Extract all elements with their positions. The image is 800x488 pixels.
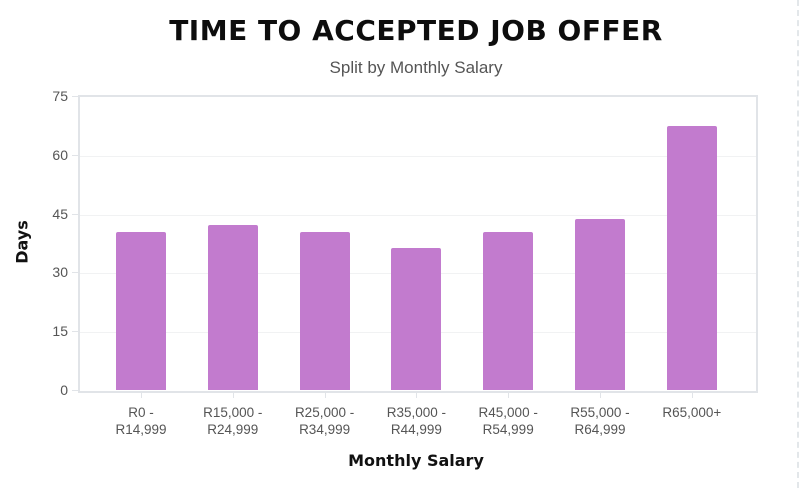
y-tick-label: 45: [52, 205, 68, 222]
y-tick-label: 0: [60, 382, 68, 398]
y-tick-label: 60: [52, 146, 68, 163]
page-border-dashed: [797, 0, 799, 488]
bar[interactable]: [299, 232, 350, 390]
bar[interactable]: [391, 247, 442, 390]
bar[interactable]: [207, 225, 258, 390]
x-tick-label: R0 - R14,999: [115, 405, 167, 437]
x-tick-mark: [324, 391, 326, 398]
y-tick-mark: [72, 96, 79, 97]
y-tick-label: 15: [52, 323, 68, 340]
y-tick-label: 30: [52, 264, 68, 281]
gridline: [80, 155, 756, 157]
bar[interactable]: [666, 126, 717, 390]
y-tick-mark: [72, 390, 79, 391]
x-tick-label: R25,000 - R34,999: [294, 405, 355, 437]
x-tick-mark: [232, 391, 234, 398]
y-tick-mark: [72, 213, 79, 215]
y-tick-mark: [72, 331, 79, 333]
chart-title: TIME TO ACCEPTED JOB OFFER: [169, 14, 663, 47]
bar[interactable]: [116, 232, 166, 390]
x-tick-mark: [600, 391, 601, 398]
x-tick-mark: [416, 391, 418, 398]
y-tick-mark: [72, 154, 79, 156]
bar[interactable]: [575, 219, 625, 390]
x-tick-label: R35,000 - R44,999: [386, 405, 447, 437]
x-axis-title: Monthly Salary: [348, 451, 484, 470]
y-tick-label: 75: [52, 88, 68, 104]
y-tick-mark: [72, 272, 79, 274]
x-tick-label: R55,000 - R64,999: [570, 405, 630, 437]
x-tick-mark: [691, 391, 693, 398]
chart-subtitle: Split by Monthly Salary: [329, 58, 503, 77]
gridline: [80, 214, 756, 216]
bar[interactable]: [483, 232, 534, 390]
x-tick-mark: [141, 391, 142, 398]
x-tick-label: R15,000 - R24,999: [203, 405, 263, 437]
y-axis-title: Days: [12, 220, 32, 264]
x-tick-label: R45,000 - R54,999: [478, 405, 538, 437]
x-tick-mark: [508, 391, 510, 398]
x-tick-label: R65,000+: [662, 405, 722, 420]
